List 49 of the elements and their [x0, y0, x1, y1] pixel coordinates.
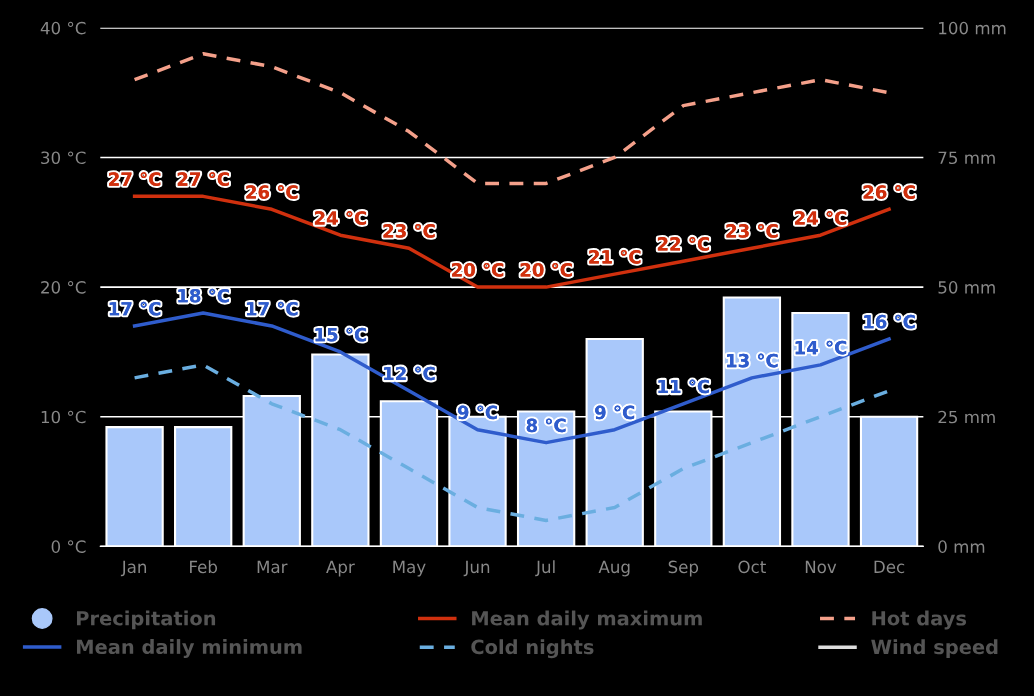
data-label: 21 °C — [589, 249, 641, 264]
data-label: 14 °C — [795, 340, 847, 355]
x-tick-label: Feb — [190, 560, 218, 574]
data-label: 22 °C — [657, 236, 709, 251]
x-tick-label: Mar — [257, 560, 288, 574]
x-tick-label: May — [393, 560, 426, 577]
x-tick-label: Oct — [738, 560, 766, 574]
x-tick-label: Dec — [874, 560, 905, 574]
legend-label: Hot days — [872, 610, 967, 630]
data-label: 17 °C — [246, 301, 298, 316]
y2-tick-label: 0 mm — [938, 540, 985, 553]
legend-label: Mean daily maximum — [472, 610, 702, 630]
data-label: 15 °C — [315, 327, 367, 342]
x-tick-label: Jul — [535, 560, 555, 577]
y2-tick-label: 100 mm — [939, 21, 1006, 35]
data-label: 26 °C — [246, 185, 298, 199]
data-label: 24 °C — [314, 211, 367, 225]
data-label: 23 °C — [383, 223, 435, 238]
data-label: 20 °C — [520, 262, 572, 277]
data-label: 27 °C — [109, 172, 161, 186]
data-label: 23 °C — [726, 223, 778, 238]
y-tick-label: 40 °C — [40, 21, 86, 35]
data-label: 26 °C — [863, 185, 915, 199]
data-label: 17 °C — [109, 301, 161, 316]
data-label: 27 °C — [177, 172, 229, 186]
data-label: 18 °C — [178, 288, 229, 303]
y-tick-label: 10 °C — [41, 410, 86, 424]
data-label: 9 °C — [595, 405, 635, 420]
x-tick-label: Sep — [668, 560, 699, 577]
y-tick-label: 30 °C — [41, 151, 86, 165]
legend-label: Wind speed — [871, 639, 998, 659]
data-label: 13 °C — [727, 353, 778, 368]
x-tick-label: Nov — [805, 560, 837, 574]
data-label: 24 °C — [795, 211, 847, 225]
data-label: 11 °C — [658, 379, 709, 394]
data-label: 8 °C — [526, 418, 566, 433]
x-tick-label: Apr — [326, 560, 355, 577]
y-tick-label: 20 °C — [41, 281, 86, 294]
x-tick-label: Aug — [598, 560, 630, 577]
x-tick-label: Jun — [463, 560, 490, 577]
legend-label: Precipitation — [76, 610, 216, 630]
data-label: 16 °C — [864, 314, 915, 329]
legend-label: Mean daily minimum — [76, 639, 302, 659]
y-tick-label: 0 °C — [51, 540, 86, 553]
y2-tick-label: 75 mm — [938, 151, 995, 165]
y2-tick-label: 50 mm — [938, 281, 995, 294]
legend-label: Cold nights — [471, 639, 594, 659]
y2-tick-label: 25 mm — [938, 410, 995, 424]
x-tick-label: Jan — [120, 560, 147, 577]
